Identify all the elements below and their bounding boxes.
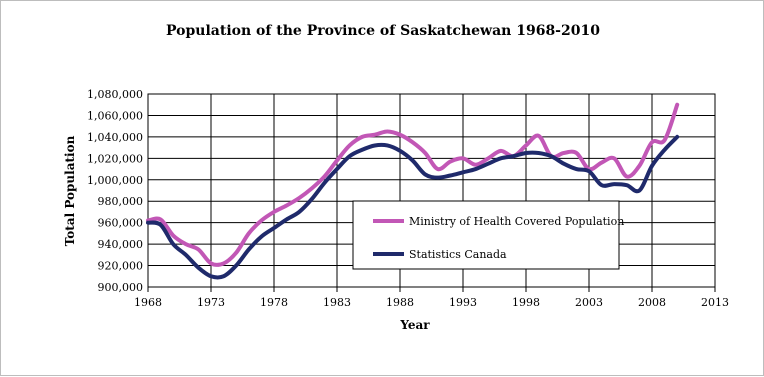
y-tick-label: 1,020,000	[87, 152, 143, 165]
x-tick-label: 2003	[575, 296, 603, 309]
y-tick-label: 940,000	[98, 238, 144, 251]
legend-label-ministry: Ministry of Health Covered Population	[409, 215, 624, 228]
series-lines	[146, 102, 680, 280]
x-tick-label: 2008	[638, 296, 666, 309]
x-tick-label: 1988	[386, 296, 414, 309]
plot-area-border	[147, 93, 716, 288]
x-tick-label: 2013	[701, 296, 729, 309]
x-tick-labels: 1968 1973 1978 1983 1988 1993 1998 2003 2008 2013	[134, 296, 729, 309]
x-tick-label: 1998	[512, 296, 540, 309]
y-tick-label: 920,000	[98, 260, 144, 273]
series-line-statscan	[146, 134, 680, 280]
y-tick-label: 1,040,000	[87, 131, 143, 144]
legend-box	[352, 200, 620, 270]
y-tick-labels: 900,000 920,000 940,000 960,000 980,000 1,000…	[87, 88, 143, 294]
x-tick-label: 1983	[323, 296, 351, 309]
chart-title: Population of the Province of Saskatchew…	[166, 23, 600, 39]
x-tick-label: 1973	[197, 296, 225, 309]
x-tick-label: 1968	[134, 296, 162, 309]
y-tick-label: 980,000	[98, 195, 144, 208]
y-axis-label: Total Population	[63, 135, 77, 246]
x-tick-label: 1978	[260, 296, 288, 309]
y-tick-label: 1,000,000	[87, 174, 143, 187]
x-tick-label: 1993	[449, 296, 477, 309]
legend-label-statscan: Statistics Canada	[409, 248, 507, 261]
y-tick-label: 960,000	[98, 217, 144, 230]
x-axis-label: Year	[399, 318, 430, 332]
y-tick-label: 1,080,000	[87, 88, 143, 101]
legend: Ministry of Health Covered Population St…	[352, 200, 624, 270]
y-tick-label: 1,060,000	[87, 109, 143, 122]
y-tick-label: 900,000	[98, 281, 144, 294]
